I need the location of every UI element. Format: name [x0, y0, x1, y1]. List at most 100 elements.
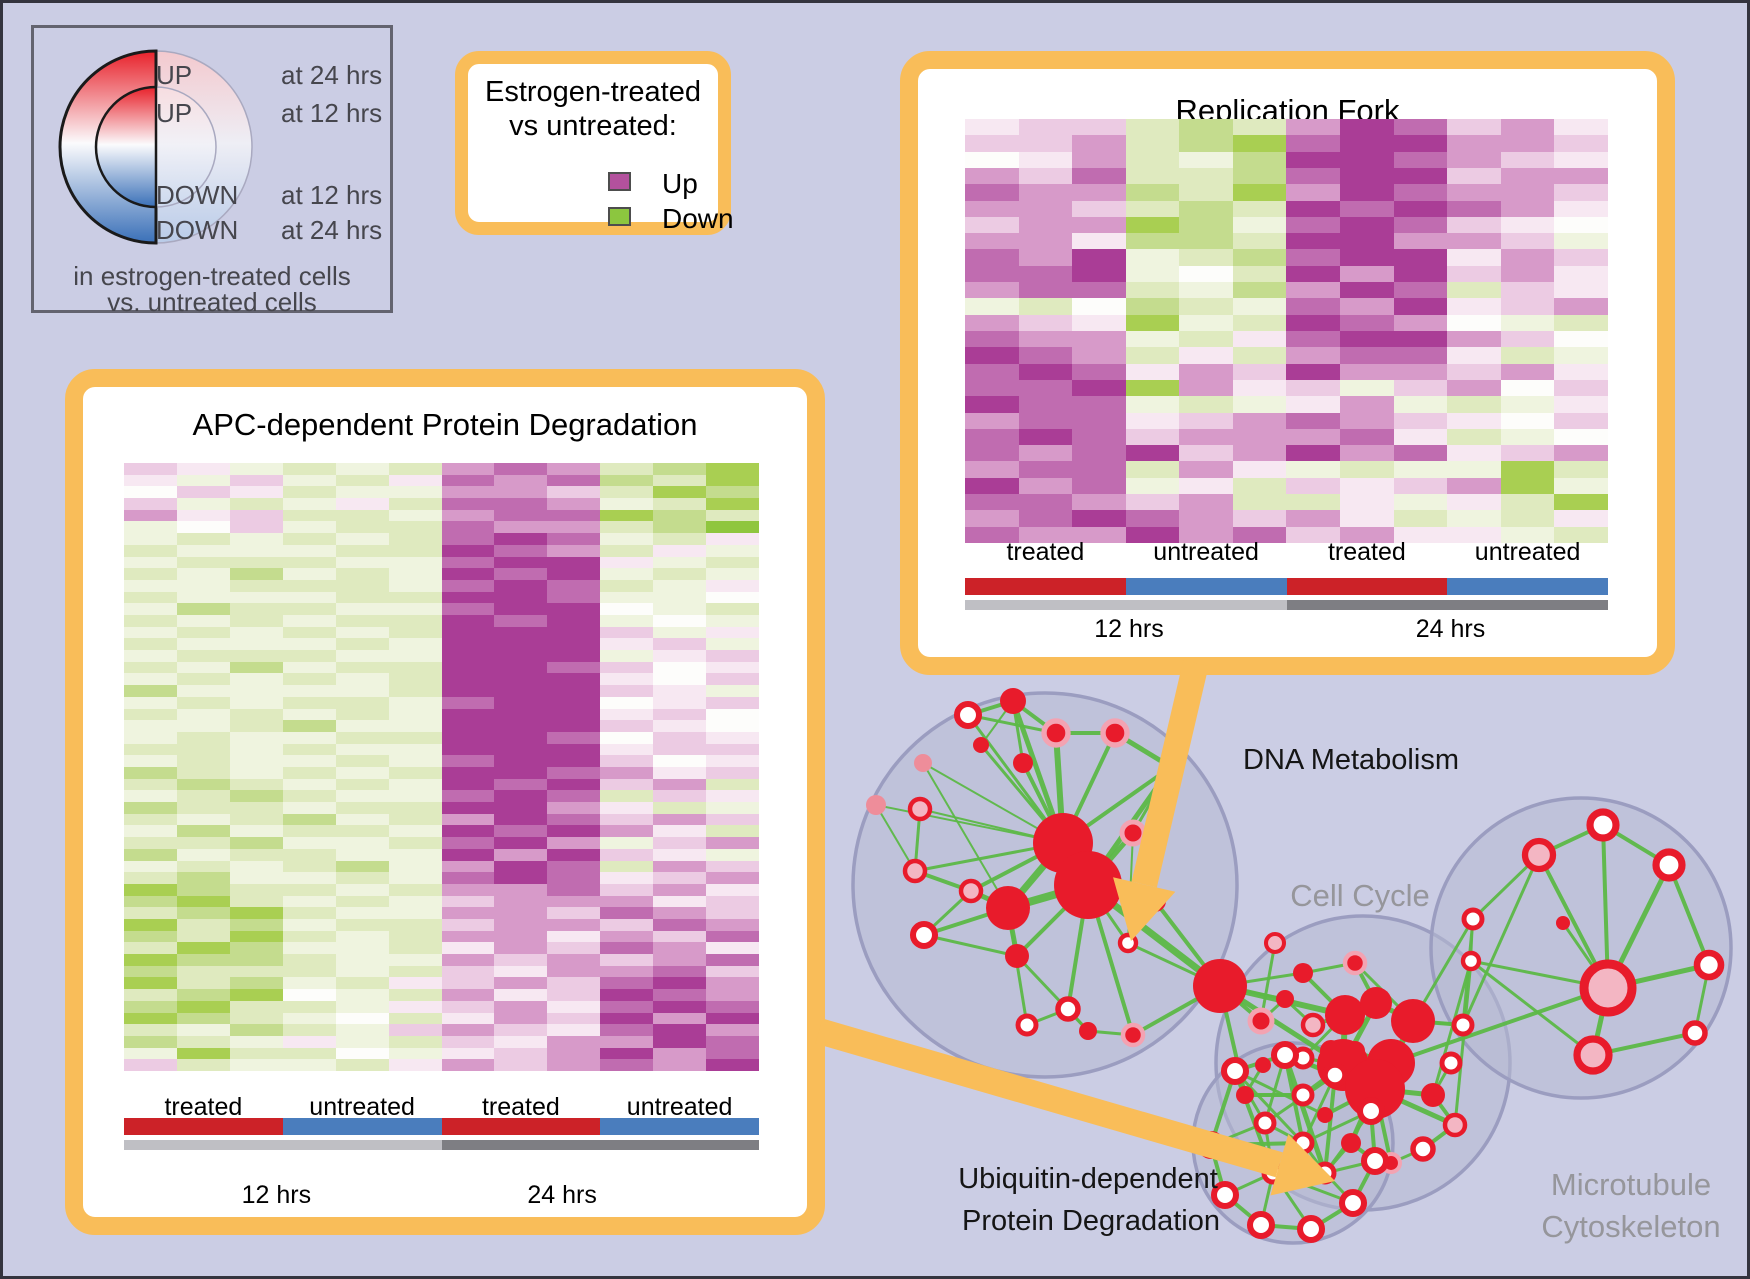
heatmap-cell [547, 544, 601, 557]
network-edge [1127, 941, 1221, 988]
heatmap-cell [229, 1024, 283, 1036]
network-node [1317, 1039, 1369, 1091]
heatmap-cell [1125, 330, 1180, 348]
heatmap-cell [1072, 135, 1126, 152]
network-node [953, 700, 983, 730]
heatmap-cell [229, 661, 283, 674]
heatmap-cell [124, 720, 177, 732]
network-node [902, 858, 928, 884]
heatmap-cell [1018, 282, 1073, 299]
heatmap-cell [1286, 494, 1341, 511]
heatmap-cell [441, 533, 495, 545]
heatmap-cell [335, 954, 389, 966]
network-edge [1461, 918, 1475, 1026]
heatmap-cell [335, 872, 389, 884]
time-label-24hrs: 24 hrs [1415, 615, 1486, 643]
heatmap-cell [388, 918, 442, 931]
heatmap-cell [388, 755, 442, 767]
heatmap-cell [124, 661, 177, 674]
heatmap-cell [229, 918, 283, 931]
heatmap-cell [965, 265, 1019, 283]
heatmap-cell [1072, 526, 1126, 543]
time-label-12hrs: 12 hrs [241, 1181, 312, 1209]
heatmap-cell [124, 463, 177, 475]
network-node [1338, 1188, 1368, 1218]
network-edge [1301, 1142, 1327, 1174]
network-node [1291, 1131, 1315, 1155]
network-edge [1086, 831, 1135, 887]
heatmap-cell [124, 486, 177, 499]
heatmap-cell [965, 510, 1019, 527]
network-edge [1272, 1171, 1354, 1205]
heatmap-cell [1393, 200, 1448, 217]
network-node [1236, 1086, 1254, 1104]
heatmap-cell [388, 813, 442, 826]
heatmap-cell [706, 708, 759, 721]
network-label: DNA Metabolism [1243, 744, 1459, 776]
heatmap-cell [547, 930, 601, 943]
heatmap-cell [229, 1035, 283, 1048]
heatmap-cell [600, 673, 654, 686]
heatmap-cell [1393, 314, 1448, 331]
heatmap-cell [1286, 461, 1341, 478]
network-node [1300, 1012, 1326, 1038]
heatmap-cell [1447, 265, 1501, 283]
heatmap-cell [1340, 461, 1394, 478]
network-edge [979, 744, 1065, 844]
heatmap-cell [1179, 445, 1233, 462]
heatmap-cell [494, 1047, 548, 1060]
heatmap-cell [1286, 233, 1341, 250]
network-node [1291, 1083, 1315, 1107]
heatmap-cell [441, 1000, 495, 1013]
heatmap-cell [653, 568, 707, 580]
heatmap-cell [653, 533, 707, 545]
heatmap-cell [547, 743, 601, 756]
network-node [1033, 813, 1093, 873]
apc-heatmap [124, 463, 759, 1071]
heatmap-cell [1447, 119, 1501, 136]
heatmap-cell [282, 486, 336, 499]
heatmap-cell [706, 603, 759, 615]
heatmap-cell [1447, 347, 1501, 364]
heatmap-cell [176, 1035, 230, 1048]
heatmap-cell [1125, 347, 1180, 364]
heatmap-cell [441, 568, 495, 580]
heatmap-cell [441, 872, 495, 884]
heatmap-cell [124, 1000, 177, 1013]
network-edge [1323, 1074, 1337, 1174]
heatmap-cell [1500, 184, 1555, 201]
heatmap-cell [1125, 167, 1180, 185]
heatmap-cell [653, 486, 707, 499]
heatmap-cell [706, 638, 759, 651]
heatmap-cell [653, 591, 707, 604]
network-node [1193, 959, 1247, 1013]
heatmap-cell [1232, 477, 1287, 495]
network-edge [1259, 942, 1277, 1022]
heatmap-cell [1340, 135, 1394, 152]
heatmap-cell [1500, 314, 1555, 331]
heatmap-cell [1554, 379, 1608, 397]
heatmap-cell [547, 579, 601, 592]
heatmap-cell [494, 813, 548, 826]
heatmap-cell [1232, 216, 1287, 234]
heatmap-cell [706, 954, 759, 966]
heatmap-cell [653, 579, 707, 592]
heatmap-cell [1072, 445, 1126, 462]
heatmap-cell [441, 474, 495, 487]
time-label-12hrs: 12 hrs [1094, 615, 1164, 643]
network-edge [1210, 1144, 1274, 1174]
heatmap-cell [653, 685, 707, 697]
heatmap-cell [547, 942, 601, 955]
network-node [1586, 808, 1620, 842]
heatmap-cell [176, 603, 230, 615]
heatmap-cell [600, 907, 654, 919]
heatmap-cell [176, 1012, 230, 1025]
heatmap-cell [441, 579, 495, 592]
heatmap-cell [124, 685, 177, 697]
heatmap-cell [441, 883, 495, 896]
heatmap-cell [1125, 363, 1180, 380]
heatmap-cell [388, 766, 442, 779]
network-edge [1271, 1172, 1313, 1230]
heatmap-cell [706, 790, 759, 803]
heatmap-cell [1447, 445, 1501, 462]
